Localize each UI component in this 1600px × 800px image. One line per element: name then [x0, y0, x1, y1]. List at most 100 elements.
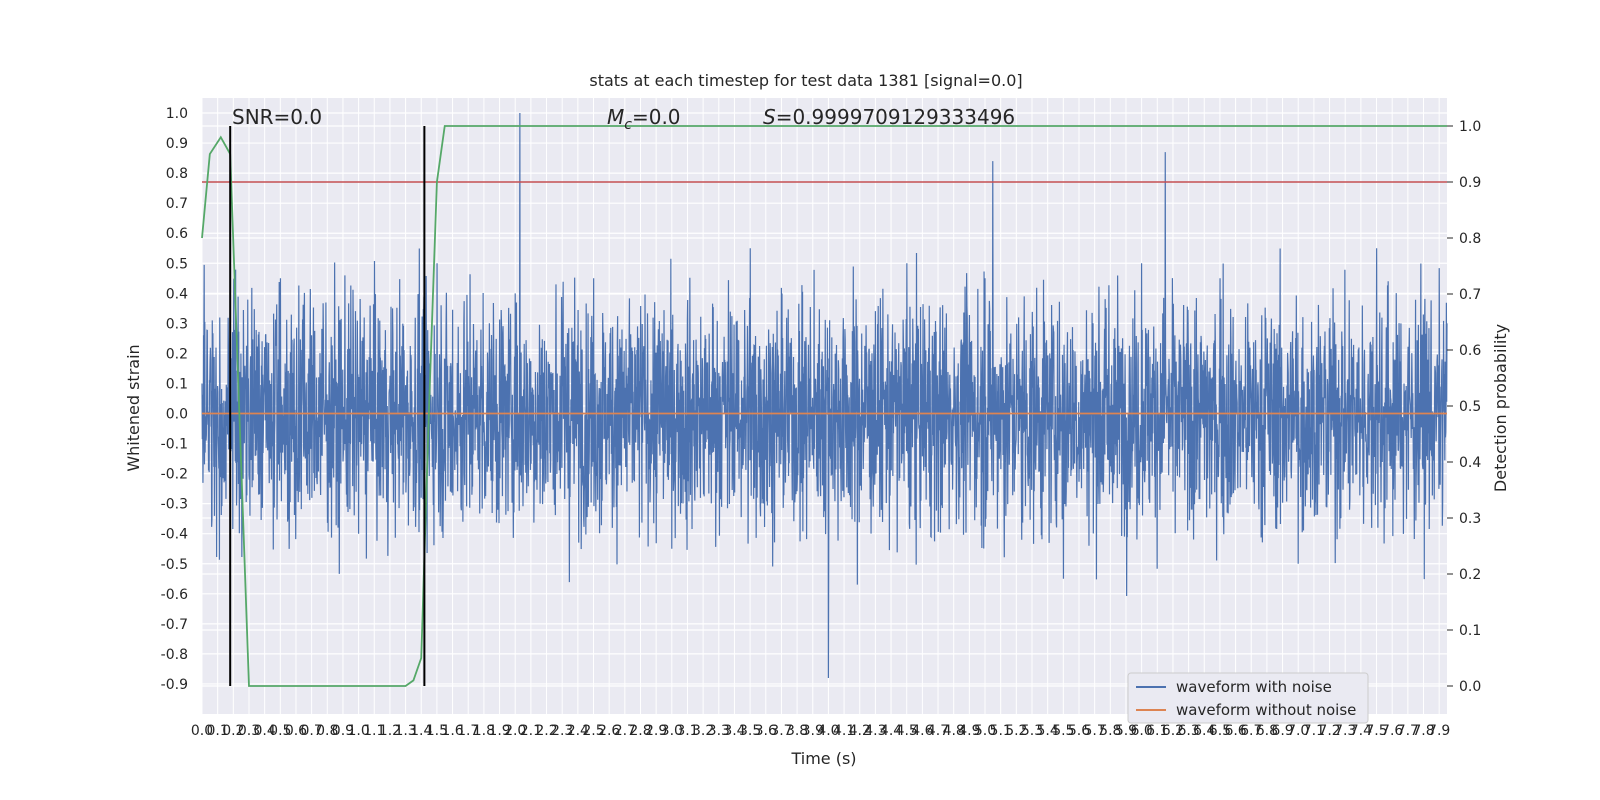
- y-tick-label-left: 0.7: [166, 196, 188, 212]
- y-tick-label-left: -0.7: [161, 617, 188, 633]
- mc-annotation: Mc=0.0: [607, 105, 681, 133]
- x-tick-label: 7.2: [1318, 723, 1340, 739]
- x-tick-label: 6.1: [1146, 723, 1168, 739]
- y-tick-label-left: -0.8: [161, 647, 188, 663]
- x-tick-label: 5.8: [1099, 723, 1121, 739]
- mc-subscript: c: [624, 117, 632, 133]
- x-tick-label: 7.5: [1365, 723, 1387, 739]
- s-symbol: S: [763, 105, 776, 129]
- x-tick-label: 1.1: [363, 723, 385, 739]
- chart-title: stats at each timestep for test data 138…: [589, 71, 1022, 90]
- x-tick-label: 5.5: [1052, 723, 1074, 739]
- y-tick-label-right: 0.2: [1459, 567, 1481, 583]
- x-tick-label: 0.7: [300, 723, 322, 739]
- x-tick-label: 4.1: [833, 723, 855, 739]
- x-tick-label: 6.9: [1271, 723, 1293, 739]
- x-tick-label: 7.9: [1428, 723, 1450, 739]
- y-tick-label-left: 0.1: [166, 376, 188, 392]
- x-tick-label: 7.0: [1287, 723, 1309, 739]
- y-tick-label-right: 1.0: [1459, 119, 1481, 135]
- y-tick-label-left: 0.3: [166, 316, 188, 332]
- x-tick-label: 7.7: [1397, 723, 1419, 739]
- legend-label-clean: waveform without noise: [1176, 701, 1356, 719]
- y-tick-label-left: -0.3: [161, 497, 188, 513]
- x-tick-label: 6.4: [1193, 723, 1215, 739]
- x-tick-label: 2.6: [598, 723, 620, 739]
- x-tick-label: 6.7: [1240, 723, 1262, 739]
- x-tick-label: 0.3: [238, 723, 260, 739]
- x-tick-label: 6.6: [1224, 723, 1246, 739]
- mc-value: =0.0: [632, 105, 681, 129]
- x-tick-label: 4.6: [911, 723, 933, 739]
- s-value: =0.9999709129333496: [776, 105, 1015, 129]
- x-tick-label: 3.8: [786, 723, 808, 739]
- mc-symbol: M: [607, 105, 624, 129]
- y-tick-label-left: -0.5: [161, 557, 188, 573]
- y-tick-label-right: 0.1: [1459, 623, 1481, 639]
- x-tick-label: 5.4: [1037, 723, 1059, 739]
- detection-probability-line: [201, 125, 1447, 687]
- x-tick-label: 2.8: [629, 723, 651, 739]
- x-tick-label: 3.2: [692, 723, 714, 739]
- x-tick-label: 4.3: [864, 723, 886, 739]
- y-tick-label-left: 0.4: [166, 286, 188, 302]
- x-tick-label: 0.9: [332, 723, 354, 739]
- x-tick-label: 1.9: [488, 723, 510, 739]
- x-tick-label: 1.8: [473, 723, 495, 739]
- axis-ticks: 0.00.10.20.30.40.50.60.70.80.91.01.11.21…: [161, 106, 1482, 739]
- x-tick-label: 3.0: [661, 723, 683, 739]
- x-tick-label: 2.9: [645, 723, 667, 739]
- y-tick-label-left: -0.1: [161, 437, 188, 453]
- y-axis-label-left: Whitened strain: [124, 344, 143, 471]
- y-tick-label-left: 1.0: [166, 106, 188, 122]
- x-tick-label: 7.4: [1350, 723, 1372, 739]
- x-tick-label: 2.5: [582, 723, 604, 739]
- x-tick-label: 1.5: [426, 723, 448, 739]
- y-tick-label-left: -0.9: [161, 677, 188, 693]
- y-tick-label-right: 0.6: [1459, 343, 1481, 359]
- x-tick-label: 6.2: [1162, 723, 1184, 739]
- x-tick-label: 7.3: [1334, 723, 1356, 739]
- x-tick-label: 3.7: [770, 723, 792, 739]
- x-tick-label: 0.4: [254, 723, 276, 739]
- x-tick-label: 1.2: [379, 723, 401, 739]
- x-tick-label: 5.3: [1021, 723, 1043, 739]
- x-tick-label: 0.1: [207, 723, 229, 739]
- x-tick-label: 4.0: [817, 723, 839, 739]
- legend-box: [1127, 672, 1369, 724]
- x-tick-label: 3.3: [708, 723, 730, 739]
- noise-waveform-line: [201, 113, 1448, 678]
- y-tick-label-left: -0.4: [161, 527, 188, 543]
- x-tick-label: 4.4: [880, 723, 902, 739]
- chart-lines: [201, 125, 1447, 687]
- x-tick-label: 4.5: [896, 723, 918, 739]
- y-tick-label-right: 0.7: [1459, 287, 1481, 303]
- legend-label-noise: waveform with noise: [1176, 678, 1332, 696]
- x-axis-label: Time (s): [790, 749, 856, 768]
- x-tick-label: 1.6: [441, 723, 463, 739]
- x-tick-label: 6.5: [1209, 723, 1231, 739]
- x-tick-label: 2.4: [567, 723, 589, 739]
- x-tick-label: 0.6: [285, 723, 307, 739]
- x-tick-label: 3.9: [802, 723, 824, 739]
- x-tick-label: 2.1: [520, 723, 542, 739]
- y-tick-label-left: 0.9: [166, 136, 188, 152]
- x-tick-label: 3.1: [676, 723, 698, 739]
- y-tick-label-left: 0.8: [166, 166, 188, 182]
- x-tick-label: 0.2: [222, 723, 244, 739]
- y-tick-label-left: 0.6: [166, 226, 188, 242]
- y-tick-label-left: -0.2: [161, 467, 188, 483]
- legend: waveform with noise waveform without noi…: [1127, 672, 1369, 724]
- y-tick-label-right: 0.3: [1459, 511, 1481, 527]
- noise-waveform: [201, 113, 1448, 678]
- x-tick-label: 7.6: [1381, 723, 1403, 739]
- x-tick-label: 5.1: [990, 723, 1012, 739]
- x-tick-label: 4.7: [927, 723, 949, 739]
- x-tick-label: 1.4: [410, 723, 432, 739]
- x-tick-label: 6.8: [1256, 723, 1278, 739]
- y-tick-label-right: 0.9: [1459, 175, 1481, 191]
- x-tick-label: 6.0: [1130, 723, 1152, 739]
- x-tick-label: 4.8: [943, 723, 965, 739]
- x-tick-label: 7.1: [1303, 723, 1325, 739]
